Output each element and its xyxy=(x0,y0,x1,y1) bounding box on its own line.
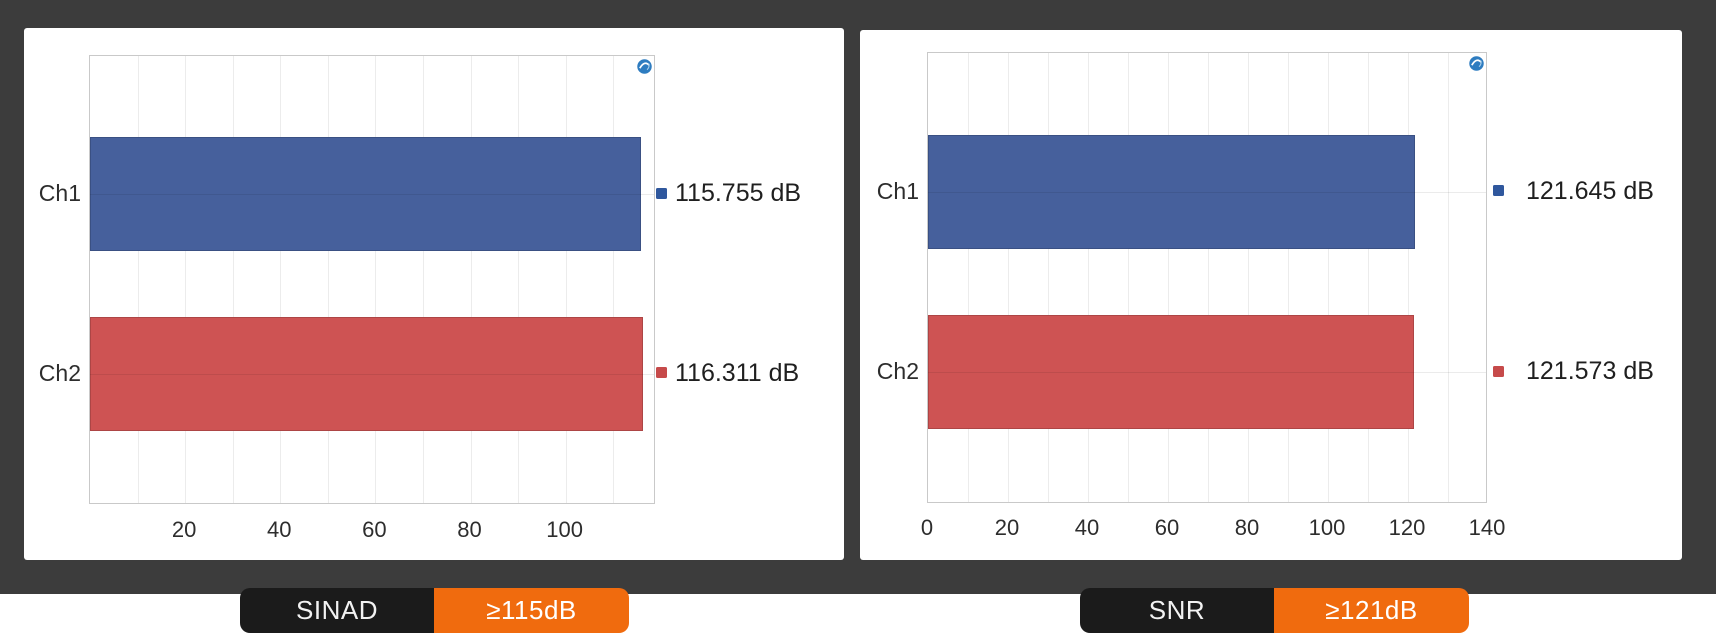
value-label-ch2: 121.573 dB xyxy=(1526,357,1654,386)
x-gridline xyxy=(280,56,282,503)
bar-ch2 xyxy=(928,315,1415,430)
x-tick-label: 20 xyxy=(994,515,1020,540)
x-gridline xyxy=(1248,53,1249,502)
plot-area xyxy=(89,55,655,504)
plot-area xyxy=(927,52,1487,503)
x-gridline xyxy=(232,56,234,503)
x-gridline xyxy=(422,56,424,503)
value-label-ch1: 115.755 dB xyxy=(675,179,802,208)
x-gridline xyxy=(1048,53,1049,502)
x-gridline xyxy=(137,56,139,503)
legend-marker-ch1 xyxy=(1493,185,1504,197)
legend-marker-ch1 xyxy=(656,187,667,199)
x-tick-label: 60 xyxy=(362,517,387,542)
x-tick-label: 80 xyxy=(457,517,482,542)
badge-group-sinad: SINAD ≥115dB xyxy=(240,588,629,633)
x-gridline xyxy=(1008,53,1009,502)
category-label-ch1: Ch1 xyxy=(38,180,81,207)
bar-ch1 xyxy=(928,134,1415,249)
x-gridline xyxy=(565,56,567,503)
x-tick-label: 100 xyxy=(546,517,583,542)
badge-group-snr: SNR ≥121dB xyxy=(1080,588,1469,633)
x-gridline xyxy=(1368,53,1369,502)
x-gridline xyxy=(1128,53,1129,502)
chart-panel-snr: Ch1 121.645 dB Ch2 121.573 dB 0 20 40 60 80 100 12… xyxy=(860,30,1682,560)
x-gridline xyxy=(1288,53,1289,502)
value-label-ch1: 121.645 dB xyxy=(1526,176,1654,205)
x-gridline xyxy=(1328,53,1329,502)
x-gridline xyxy=(613,56,615,503)
x-tick-label: 60 xyxy=(1154,515,1180,540)
metric-name-badge-sinad: SINAD xyxy=(240,588,434,633)
spec-badge-snr: ≥121dB xyxy=(1274,588,1469,633)
category-gridline xyxy=(928,372,1486,374)
bar-ch1 xyxy=(90,137,641,252)
x-tick-label: 120 xyxy=(1388,515,1426,540)
category-gridline xyxy=(928,191,1486,193)
spec-badge-sinad: ≥115dB xyxy=(434,588,629,633)
metric-name-badge-snr: SNR xyxy=(1080,588,1274,633)
category-gridline xyxy=(90,194,654,196)
category-label-ch2: Ch2 xyxy=(38,359,81,386)
x-tick-label: 20 xyxy=(171,517,197,542)
x-gridline xyxy=(518,56,520,503)
x-gridline xyxy=(968,53,969,502)
ap-logo-icon xyxy=(636,58,653,75)
x-gridline xyxy=(1448,53,1449,502)
ap-logo-icon xyxy=(1468,55,1485,72)
category-label-ch2: Ch2 xyxy=(876,358,919,385)
x-tick-label: 100 xyxy=(1308,515,1346,540)
x-gridline xyxy=(185,56,187,503)
chart-panel-sinad: Ch1 115.755 dB Ch2 116.311 dB 20 40 60 80 100 xyxy=(24,28,844,560)
bar-ch2 xyxy=(90,316,644,431)
x-tick-label: 40 xyxy=(1074,515,1100,540)
x-tick-label: 40 xyxy=(267,517,292,542)
x-gridline xyxy=(327,56,329,503)
x-gridline xyxy=(1088,53,1089,502)
x-tick-label: 80 xyxy=(1234,515,1260,540)
category-label-ch1: Ch1 xyxy=(876,177,919,204)
x-tick-label: 140 xyxy=(1468,515,1506,540)
legend-marker-ch2 xyxy=(1493,365,1504,377)
x-gridline xyxy=(1208,53,1209,502)
x-tick-label: 0 xyxy=(920,515,934,540)
legend-marker-ch2 xyxy=(656,367,667,379)
x-gridline xyxy=(375,56,377,503)
x-gridline xyxy=(1168,53,1169,502)
category-gridline xyxy=(90,373,654,375)
x-gridline xyxy=(470,56,472,503)
value-label-ch2: 116.311 dB xyxy=(675,358,800,387)
x-gridline xyxy=(1408,53,1409,502)
